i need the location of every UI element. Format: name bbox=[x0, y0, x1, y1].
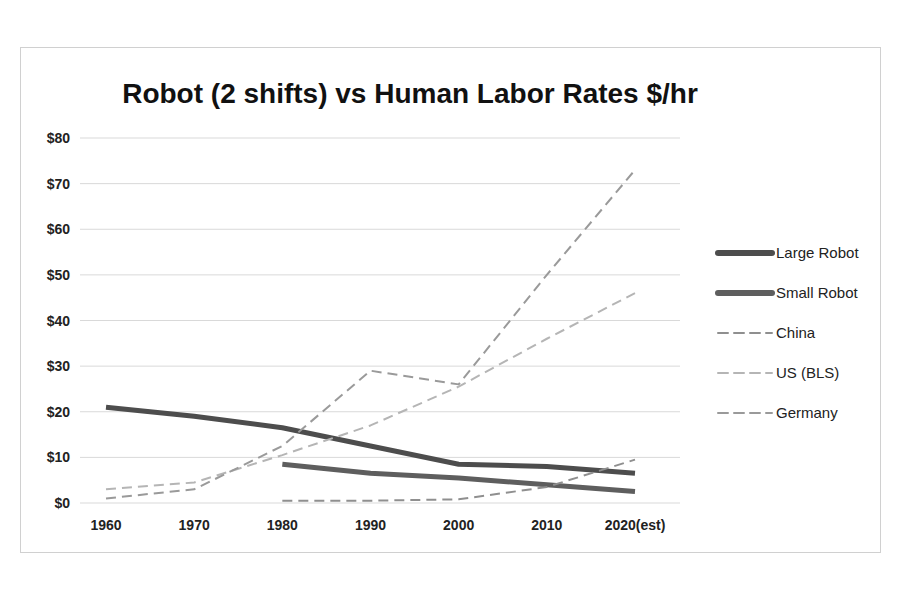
series-lines bbox=[106, 170, 635, 501]
series-line bbox=[282, 460, 635, 501]
y-tick-label: $50 bbox=[47, 267, 71, 283]
legend-label: Germany bbox=[776, 404, 838, 421]
x-tick-label: 1980 bbox=[267, 517, 298, 533]
title: Robot (2 shifts) vs Human Labor Rates $/… bbox=[122, 78, 698, 109]
grid-line bbox=[80, 503, 680, 504]
chart-frame bbox=[21, 48, 881, 553]
x-tick-label: 1960 bbox=[90, 517, 121, 533]
y-tick-label: $70 bbox=[47, 176, 71, 192]
grid bbox=[80, 138, 680, 503]
grid-line bbox=[80, 274, 680, 275]
y-tick-label: $20 bbox=[47, 404, 71, 420]
y-tick-label: $30 bbox=[47, 358, 71, 374]
grid-line bbox=[80, 138, 680, 139]
series-line bbox=[106, 407, 635, 473]
series-line bbox=[106, 293, 635, 489]
y-tick-label: $80 bbox=[47, 130, 71, 146]
grid-line bbox=[80, 366, 680, 367]
y-tick-label: $40 bbox=[47, 313, 71, 329]
legend-swatch bbox=[718, 290, 772, 296]
y-tick-label: $0 bbox=[54, 495, 70, 511]
legend-label: China bbox=[776, 324, 816, 341]
series-line bbox=[282, 464, 635, 491]
legend-label: Large Robot bbox=[776, 244, 859, 261]
x-tick-label: 2010 bbox=[531, 517, 562, 533]
grid-line bbox=[80, 320, 680, 321]
legend-label: US (BLS) bbox=[776, 364, 839, 381]
x-tick-label: 2020(est) bbox=[605, 517, 666, 533]
x-tick-label: 2000 bbox=[443, 517, 474, 533]
x-tick-label: 1970 bbox=[179, 517, 210, 533]
grid-line bbox=[80, 457, 680, 458]
legend-swatch bbox=[718, 412, 772, 414]
series-line bbox=[106, 170, 635, 499]
legend-swatch bbox=[718, 250, 772, 256]
chart: Robot (2 shifts) vs Human Labor Rates $/… bbox=[0, 0, 900, 600]
grid-line bbox=[80, 229, 680, 230]
y-tick-label: $10 bbox=[47, 449, 71, 465]
legend-swatch bbox=[718, 332, 772, 334]
legend-swatch bbox=[718, 372, 772, 374]
legend-label: Small Robot bbox=[776, 284, 859, 301]
legend: Large Robot Small Robot China US (BLS) Germa… bbox=[718, 244, 859, 421]
y-tick-label: $60 bbox=[47, 221, 71, 237]
x-tick-label: 1990 bbox=[355, 517, 386, 533]
grid-line bbox=[80, 183, 680, 184]
